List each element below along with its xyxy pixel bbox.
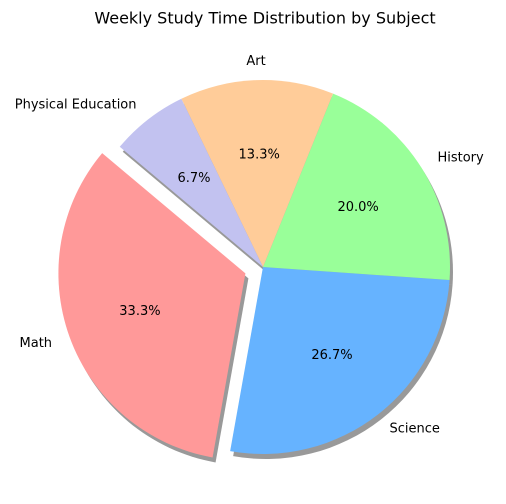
slice — [119, 98, 263, 267]
slice-label: Art — [246, 54, 265, 69]
slice — [58, 153, 246, 458]
value-label: 33.3% — [119, 304, 160, 319]
value-label: 13.3% — [239, 147, 280, 162]
chart-title: Weekly Study Time Distribution by Subjec… — [94, 9, 435, 28]
value-label: 20.0% — [337, 200, 378, 215]
slice — [230, 267, 450, 454]
slice — [263, 93, 450, 281]
value-label: 6.7% — [177, 171, 210, 186]
slice-label: History — [437, 150, 484, 165]
value-label: 26.7% — [311, 348, 352, 363]
slice — [181, 80, 334, 267]
slice-label: Physical Education — [15, 97, 137, 112]
slice-label: Science — [389, 422, 439, 437]
slice-label: Math — [20, 336, 53, 351]
